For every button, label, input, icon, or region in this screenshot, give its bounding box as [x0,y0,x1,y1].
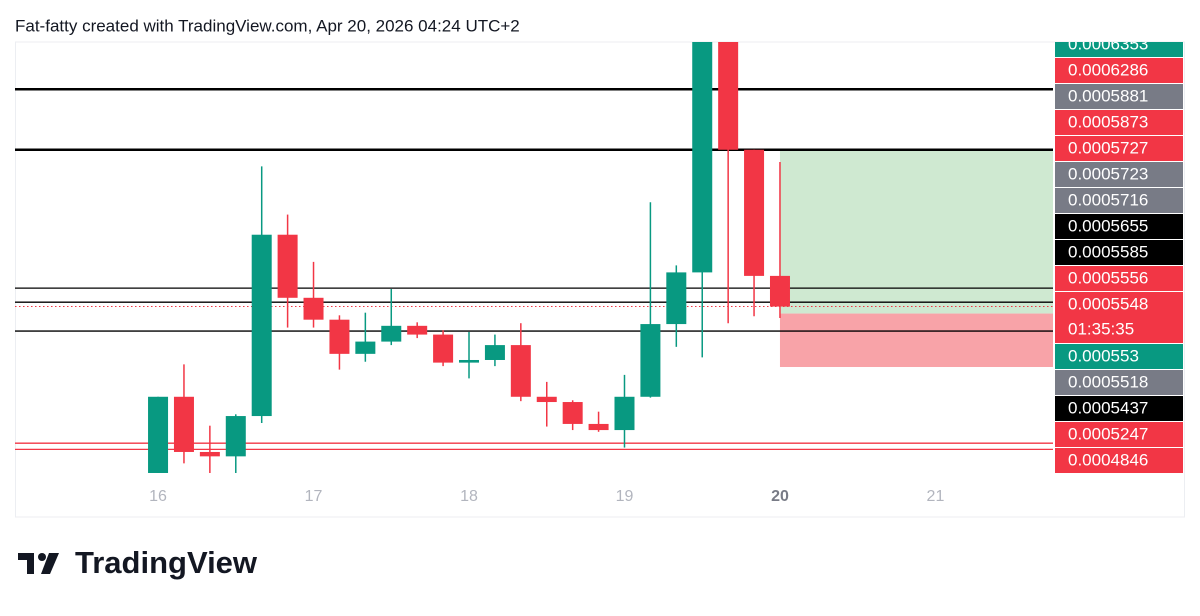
price-tag-label: 0.0006286 [1068,60,1148,79]
x-tick-label: 21 [927,488,945,505]
candle-body [588,423,609,431]
price-tag [1055,214,1183,239]
candle-body [433,334,454,363]
candle-body [692,42,713,273]
candle-body [407,325,428,335]
candle-body [484,345,505,360]
candle-body [381,325,402,342]
price-tag-label: 0.0005548 [1068,294,1148,313]
price-tag-label: 0.000553 [1068,346,1139,365]
price-tag-label: 0.0005655 [1068,216,1148,235]
x-tick-label: 17 [305,488,323,505]
candle-body [640,324,661,397]
candle-body [744,149,765,276]
x-tick-label: 18 [460,488,478,505]
candle-body [199,451,220,457]
price-tag-label: 0.0005518 [1068,372,1148,391]
candle-body [769,275,790,307]
candle-body [303,297,324,320]
x-tick-label: 16 [149,488,167,505]
price-tags: 0.0006353 0.0006286 0.0005881 0.0005873 0.00… [1055,34,1183,473]
candle-body [148,396,169,473]
price-tag-label: 0.0005585 [1068,242,1148,261]
price-tag [1055,396,1183,421]
price-tag-label: 0.0005437 [1068,398,1148,417]
candle-body [666,272,687,325]
price-tag [1055,370,1183,395]
price-tag [1055,422,1183,447]
brand: TradingView [75,545,258,580]
price-tag-label: 0.0005873 [1068,112,1148,131]
candle-body [225,416,246,457]
price-tag [1055,136,1183,161]
price-tag-label: 0.0005247 [1068,424,1148,443]
header: Fat-fatty created with TradingView.com, … [15,16,520,35]
countdown: 01:35:35 [1068,319,1134,338]
price-tag-label: 0.0005881 [1068,86,1148,105]
candle-body [459,359,480,363]
candle-body [329,319,350,354]
position-profit [779,149,1053,314]
frame [15,41,1185,518]
price-tag-label: 0.0005556 [1068,268,1148,287]
position-loss [779,313,1053,367]
x-tick-label: 20 [771,488,789,505]
price-tag [1055,110,1183,135]
candle-body [173,396,194,452]
price-tag [1055,448,1183,473]
logo [18,553,59,574]
candle-body [718,42,739,150]
price-tag [1055,42,1183,57]
x-tick-label: 19 [616,488,634,505]
candle-body [251,234,272,417]
price-tag [1055,292,1183,343]
price-tag [1055,84,1183,109]
price-tag [1055,266,1183,291]
price-tag [1055,58,1183,83]
candle-body [536,396,557,403]
price-tag [1055,240,1183,265]
candle-body [355,341,376,354]
price-tag-label: 0.0005723 [1068,164,1148,183]
candle-body [510,345,531,397]
price-tag [1055,344,1183,369]
price-tag [1055,188,1183,213]
price-tag [1055,162,1183,187]
price-tag-label: 0.0004846 [1068,450,1148,469]
candle-body [562,402,583,424]
price-tag-label: 0.0005716 [1068,190,1148,209]
candle-body [277,234,298,298]
candle-body [614,396,635,431]
price-tag-label: 0.0006353 [1068,34,1148,53]
price-tag-label: 0.0005727 [1068,138,1148,157]
plot [15,42,1053,473]
